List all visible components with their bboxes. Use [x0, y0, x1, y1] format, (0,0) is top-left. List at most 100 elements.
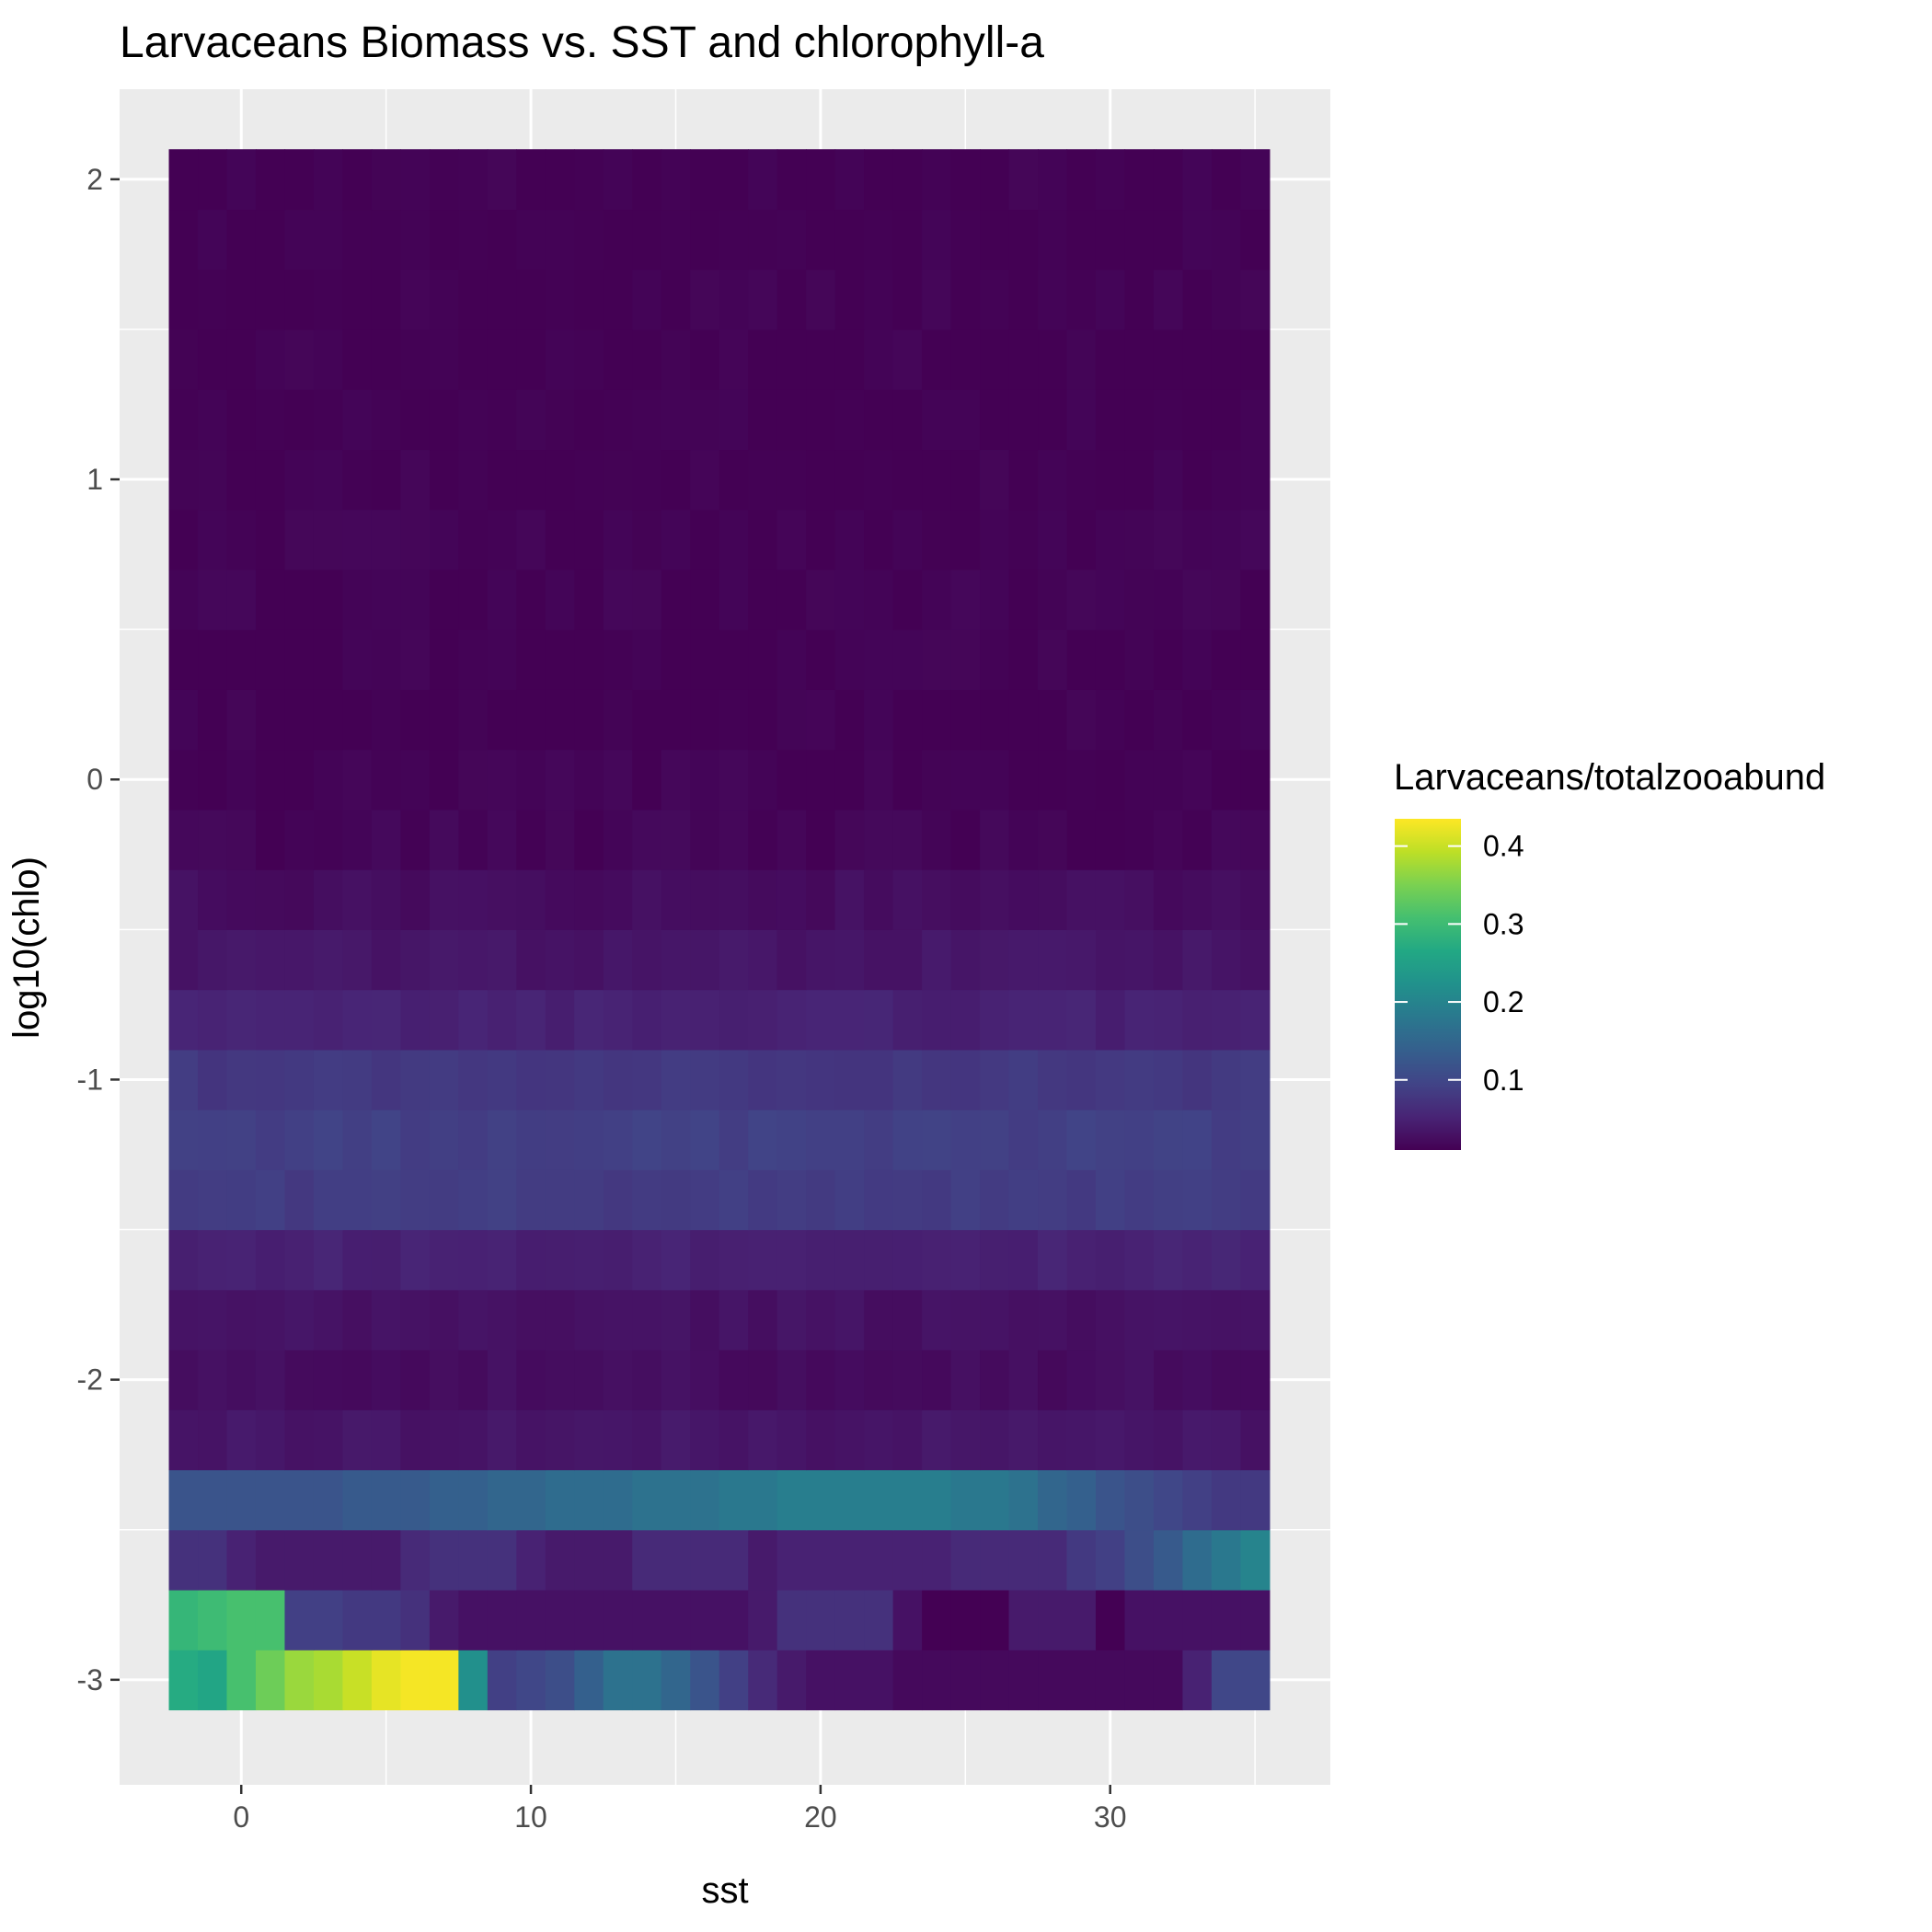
heatmap-tile	[719, 809, 749, 870]
heatmap-tile	[1095, 1409, 1126, 1471]
heatmap-tile	[806, 269, 836, 330]
heatmap-tile	[226, 629, 257, 690]
heatmap-tile	[342, 1409, 373, 1471]
heatmap-tile	[1240, 929, 1271, 991]
heatmap-tile	[1095, 869, 1126, 930]
heatmap-tile	[313, 269, 344, 330]
heatmap-tile	[284, 929, 315, 991]
heatmap-tile	[1038, 1169, 1068, 1231]
heatmap-tile	[748, 1589, 778, 1650]
heatmap-tile	[748, 629, 778, 690]
heatmap-tile	[892, 989, 923, 1051]
heatmap-tile	[892, 1529, 923, 1591]
heatmap-tile	[632, 209, 662, 270]
heatmap-tile	[748, 1350, 778, 1410]
heatmap-tile	[1211, 209, 1242, 270]
heatmap-tile	[980, 569, 1010, 630]
heatmap-tile	[1095, 929, 1126, 991]
heatmap-tile	[748, 149, 778, 211]
heatmap-tile	[892, 449, 923, 511]
heatmap-tile	[429, 449, 459, 511]
heatmap-tile	[892, 1289, 923, 1351]
y-axis-label: log10(chlo)	[6, 857, 47, 1039]
heatmap-tile	[603, 869, 633, 930]
heatmap-tile	[342, 1049, 373, 1110]
heatmap-tile	[1240, 629, 1271, 690]
heatmap-tile	[342, 209, 373, 270]
heatmap-tile	[719, 1169, 749, 1231]
heatmap-tile	[545, 1169, 575, 1231]
heatmap-tile	[661, 389, 691, 451]
heatmap-tile	[922, 1529, 952, 1591]
heatmap-tile	[574, 389, 604, 451]
heatmap-tile	[922, 569, 952, 630]
heatmap-tile	[834, 389, 865, 451]
heatmap-tile	[429, 749, 459, 811]
heatmap-tile	[1066, 1650, 1097, 1711]
heatmap-tile	[487, 269, 517, 330]
heatmap-tile	[1211, 989, 1242, 1051]
heatmap-tile	[690, 449, 720, 511]
heatmap-tile	[834, 1289, 865, 1351]
heatmap-tile	[980, 1409, 1010, 1471]
heatmap-tile	[400, 1409, 431, 1471]
heatmap-tile	[487, 749, 517, 811]
heatmap-tile	[1095, 1650, 1126, 1711]
heatmap-tile	[603, 1169, 633, 1231]
heatmap-tile	[864, 1110, 894, 1170]
heatmap-tile	[429, 1289, 459, 1351]
heatmap-tile	[1182, 1289, 1213, 1351]
heatmap-tile	[719, 269, 749, 330]
heatmap-tile	[516, 749, 546, 811]
heatmap-tile	[1211, 1289, 1242, 1351]
heatmap-tile	[371, 1049, 401, 1110]
heatmap-tile	[545, 1229, 575, 1291]
heatmap-tile	[313, 1650, 344, 1711]
heatmap-tile	[198, 269, 228, 330]
heatmap-tile	[545, 328, 575, 390]
heatmap-tile	[342, 629, 373, 690]
heatmap-tile	[1153, 449, 1184, 511]
heatmap-tile	[1240, 809, 1271, 870]
heatmap-tile	[1240, 1289, 1271, 1351]
heatmap-tile	[226, 1589, 257, 1650]
heatmap-tile	[487, 809, 517, 870]
heatmap-tile	[950, 1289, 981, 1351]
heatmap-tile	[371, 1110, 401, 1170]
heatmap-tile	[748, 689, 778, 751]
heatmap-tile	[1095, 1229, 1126, 1291]
heatmap-tile	[1153, 269, 1184, 330]
heatmap-tile	[806, 749, 836, 811]
heatmap-tile	[776, 569, 807, 630]
heatmap-tile	[545, 929, 575, 991]
heatmap-tile	[313, 1169, 344, 1231]
heatmap-tile	[198, 1049, 228, 1110]
y-axis-ticks: -3 -2 -1 0 1 2	[77, 163, 120, 1696]
heatmap-tile	[950, 1650, 981, 1711]
heatmap-tile	[603, 1529, 633, 1591]
heatmap-tile	[776, 929, 807, 991]
heatmap-tile	[690, 1589, 720, 1650]
heatmap-tile	[1153, 1650, 1184, 1711]
heatmap-tile	[342, 1110, 373, 1170]
heatmap-tile	[1095, 1350, 1126, 1410]
heatmap-tile	[1008, 209, 1039, 270]
heatmap-tile	[168, 1049, 199, 1110]
heatmap-tile	[313, 328, 344, 390]
heatmap-tile	[806, 509, 836, 570]
heatmap-tile	[284, 1469, 315, 1531]
heatmap-tile	[168, 149, 199, 211]
heatmap-tile	[1153, 1350, 1184, 1410]
heatmap-tile	[313, 1229, 344, 1291]
heatmap-tile	[342, 269, 373, 330]
heatmap-tile	[834, 1589, 865, 1650]
heatmap-tile	[892, 328, 923, 390]
heatmap-tile	[487, 389, 517, 451]
heatmap-tile	[487, 449, 517, 511]
heatmap-tile	[487, 869, 517, 930]
heatmap-tile	[429, 1049, 459, 1110]
heatmap-tile	[1066, 1350, 1097, 1410]
heatmap-tile	[255, 509, 286, 570]
heatmap-tile	[371, 149, 401, 211]
